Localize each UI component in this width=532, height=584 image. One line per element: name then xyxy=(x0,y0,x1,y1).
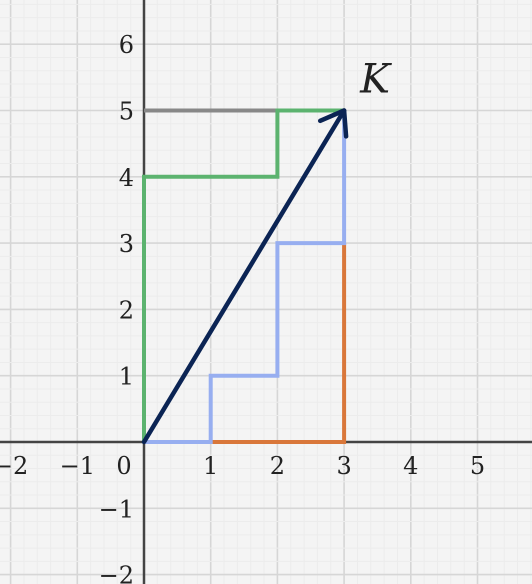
step-paths xyxy=(142,108,347,444)
y-tick-label: 6 xyxy=(119,31,134,59)
vector-K: K xyxy=(141,57,392,445)
x-tick-label: 0 xyxy=(116,452,131,480)
x-tick-label: 4 xyxy=(403,452,418,480)
y-tick-label: 5 xyxy=(119,98,134,126)
vector-line xyxy=(141,108,347,445)
y-tick-label: 4 xyxy=(119,164,134,192)
x-tick-label: −2 xyxy=(0,452,28,480)
vector-arrowhead xyxy=(317,108,349,139)
y-tick-label: −1 xyxy=(99,495,134,523)
y-tick-label: 3 xyxy=(119,230,134,258)
x-tick-label: 5 xyxy=(470,452,485,480)
y-tick-label: 2 xyxy=(119,296,134,324)
x-tick-label: −1 xyxy=(60,452,95,480)
blue-path xyxy=(144,110,347,444)
x-tick-label: 3 xyxy=(336,452,351,480)
y-tick-label: −2 xyxy=(99,562,134,584)
tick-labels: −2 −1 0 1 2 3 4 5 −2 −1 1 2 3 4 5 6 xyxy=(0,31,485,584)
x-tick-label: 1 xyxy=(203,452,218,480)
vector-label: K xyxy=(359,57,392,103)
y-tick-label: 1 xyxy=(119,363,134,391)
green-path xyxy=(142,108,345,442)
x-tick-label: 2 xyxy=(270,452,285,480)
orange-path xyxy=(210,243,347,444)
